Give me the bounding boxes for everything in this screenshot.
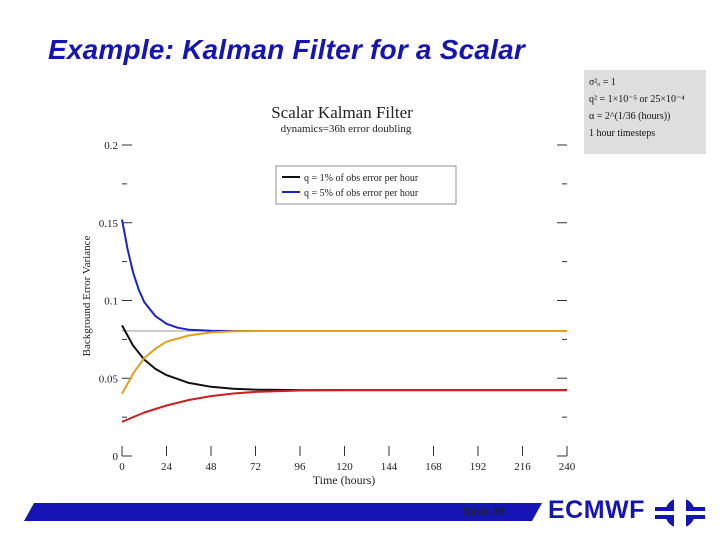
param-q-squared: q² = 1×10⁻⁵ or 25×10⁻⁴ [589,94,685,105]
ecmwf-logo-icon [655,498,705,528]
series-line-3 [121,389,567,423]
series-lines [121,219,567,423]
x-tick-label: 0 [119,461,125,473]
param-obs-variance: σ²ₒ = 1 [589,77,616,88]
x-tick-label: 144 [381,461,398,473]
x-tick-label: 24 [161,461,173,473]
param-alpha: α = 2^(1/36 (hours)) [589,111,671,122]
x-tick-label: 192 [470,461,487,473]
y-tick-label: 0.2 [104,140,118,152]
legend-label-1: q = 1% of obs error per hour [304,173,419,184]
footer-bar [24,503,542,521]
x-tick-label: 216 [514,461,531,473]
x-tick-label: 96 [295,461,307,473]
legend-label-2: q = 5% of obs error per hour [304,188,419,199]
series-line-2 [121,330,567,395]
y-tick-label: 0.15 [99,218,119,230]
tick-labels: 0 0.05 0.1 0.15 0.2 0 24 48 72 96 120 144 168 192 216 2… [99,140,576,473]
y-tick-label: 0.1 [104,296,118,308]
org-name: ECMWF [548,496,645,524]
parameters-box: σ²ₒ = 1 q² = 1×10⁻⁵ or 25×10⁻⁴ α = 2^(1/… [584,70,706,154]
chart-subtitle: dynamics=36h error doubling [281,123,412,135]
x-tick-label: 120 [336,461,353,473]
x-tick-label: 72 [250,461,261,473]
param-timesteps: 1 hour timesteps [589,128,656,139]
x-axis-label: Time (hours) [313,473,376,487]
slide-number: Slide 38 [463,506,505,518]
legend-box [275,165,457,205]
x-tick-label: 168 [425,461,442,473]
y-tick-label: 0.05 [99,373,119,385]
x-tick-label: 240 [559,461,576,473]
chart-title: Scalar Kalman Filter [271,103,413,122]
y-axis-label: Background Error Variance [81,236,93,357]
series-line-1 [121,219,567,332]
x-tick-label: 48 [206,461,218,473]
y-tick-label: 0 [113,451,119,463]
slide-title: Example: Kalman Filter for a Scalar [48,34,525,65]
legend: q = 1% of obs error per hour q = 5% of o… [275,165,457,205]
